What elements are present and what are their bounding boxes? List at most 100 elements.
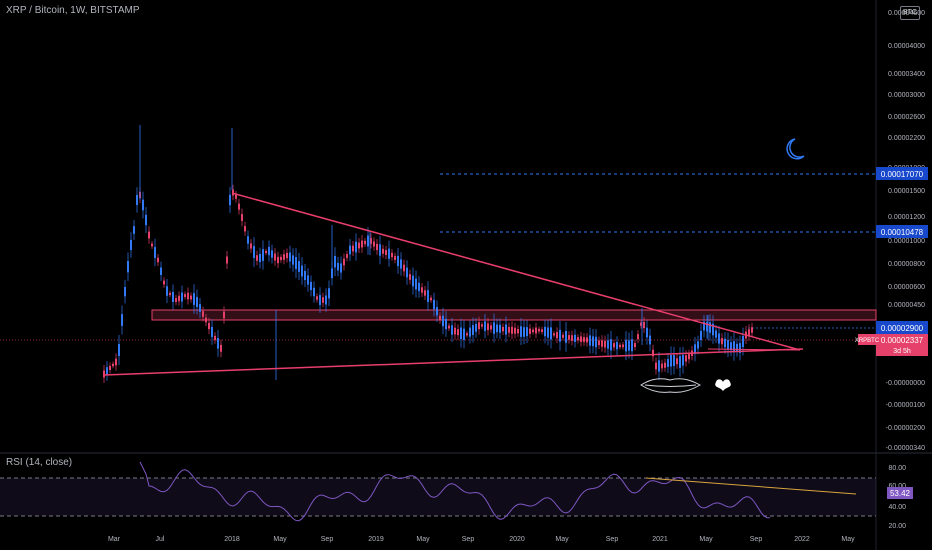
candle-body <box>181 292 183 302</box>
candle-body <box>169 292 171 296</box>
candle-body <box>439 315 441 321</box>
candle-body <box>604 340 606 348</box>
candle-body <box>355 241 357 253</box>
candle-body <box>457 329 459 336</box>
ascending-trendline-extension <box>707 348 801 351</box>
candle-body <box>601 340 603 347</box>
candle-body <box>259 253 261 263</box>
candle-body <box>709 322 711 333</box>
price-label-10478: 0.00010478 <box>876 225 928 238</box>
candle-body <box>535 327 537 334</box>
currency-button[interactable]: BTC <box>900 6 920 20</box>
candle-body <box>445 318 447 330</box>
candle-body <box>274 253 276 261</box>
candle-body <box>142 199 144 211</box>
candle-body <box>598 340 600 346</box>
candle-body <box>115 358 117 366</box>
symbol-tag: XRPBTC <box>855 334 880 345</box>
svg-text:3d 5h: 3d 5h <box>893 348 911 355</box>
candle-body <box>289 252 291 262</box>
rsi-trendline[interactable] <box>645 477 857 495</box>
candle-body <box>283 254 285 260</box>
y-tick-label: 0.00004000 <box>888 43 925 50</box>
candle-body <box>652 349 654 357</box>
y-tick-label: 0.00000450 <box>888 302 925 309</box>
candle-body <box>397 255 399 267</box>
candle-body <box>580 336 582 342</box>
candle-body <box>163 280 165 285</box>
candle-body <box>223 311 225 319</box>
candle-body <box>166 286 168 296</box>
ascending-trendline[interactable] <box>103 348 804 376</box>
candle-body <box>391 252 393 258</box>
candle-body <box>448 325 450 329</box>
candle-body <box>343 258 345 266</box>
lips-sketch <box>640 378 701 393</box>
candle-body <box>616 341 618 350</box>
candle-body <box>697 341 699 349</box>
candle-body <box>610 339 612 351</box>
x-tick-label: May <box>699 536 713 543</box>
svg-text:0.00010478: 0.00010478 <box>881 228 924 237</box>
candle-body <box>571 335 573 341</box>
candle-body <box>298 261 300 272</box>
candle-body <box>175 298 177 302</box>
candle-body <box>460 327 462 339</box>
candle-body <box>736 343 738 351</box>
svg-text:0.00002337: 0.00002337 <box>881 336 924 345</box>
candle-body <box>229 194 231 206</box>
candle-body <box>505 324 507 335</box>
candle-body <box>187 292 189 300</box>
price-label-2900: 0.00002900 <box>876 321 928 334</box>
candle-body <box>403 264 405 272</box>
candle-body <box>235 194 237 199</box>
candle-body <box>562 334 564 338</box>
candle-body <box>148 231 150 239</box>
candle-body <box>313 287 315 297</box>
candle-body <box>751 327 753 333</box>
x-tick-label: May <box>416 536 430 543</box>
moon-sketch <box>786 138 805 160</box>
y-tick-label: 0.00001500 <box>888 188 925 195</box>
candle-body <box>748 329 750 336</box>
candle-body <box>196 297 198 307</box>
x-tick-label: May <box>555 536 569 543</box>
time-axis[interactable]: Mar Jul 2018 May Sep 2019 May Sep 2020 May Sep 2021… <box>108 536 855 543</box>
candle-body <box>304 270 306 281</box>
candle-body <box>412 275 414 287</box>
candle-body <box>319 294 321 306</box>
candle-body <box>658 360 660 372</box>
candle-body <box>211 326 213 338</box>
candle-body <box>286 252 288 259</box>
rsi-tick-label: 80.00 <box>888 465 906 472</box>
candle-body <box>514 327 516 334</box>
candle-body <box>331 268 333 279</box>
candle-body <box>679 356 681 368</box>
descending-trendline[interactable] <box>231 192 801 351</box>
candle-body <box>634 343 636 348</box>
x-tick-label: May <box>841 536 855 543</box>
y-tick-label: 0.00001000 <box>888 238 925 245</box>
candle-body <box>358 242 360 249</box>
candle-body <box>208 322 210 330</box>
candle-body <box>565 330 567 343</box>
resistance-zone[interactable] <box>151 309 877 321</box>
candle-body <box>109 365 111 371</box>
candle-body <box>700 330 702 341</box>
candle-body <box>631 339 633 352</box>
candle-body <box>724 338 726 348</box>
candle-body <box>160 267 162 275</box>
candle-body <box>268 246 270 256</box>
heart-icon <box>715 379 731 391</box>
candle-body <box>481 324 483 327</box>
rsi-tick-label: 40.00 <box>888 504 906 511</box>
candle-body <box>553 333 555 336</box>
rsi-axis[interactable]: 80.00 60.00 40.00 20.00 <box>888 465 906 530</box>
svg-text:0.00017070: 0.00017070 <box>881 170 924 179</box>
price-axis[interactable]: 0.00004600 0.00004000 0.00003400 0.00003000… <box>886 10 925 452</box>
candle-body <box>664 362 666 368</box>
candle-body <box>529 328 531 334</box>
price-label-17070: 0.00017070 <box>876 167 928 180</box>
candle-body <box>742 335 744 348</box>
